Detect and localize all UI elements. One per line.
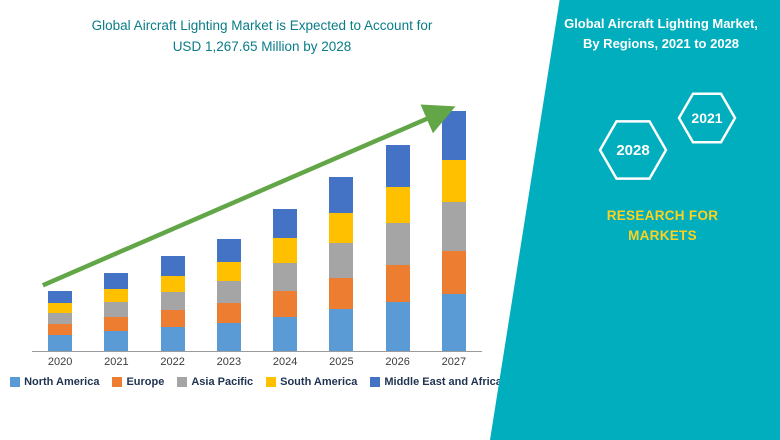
x-tick-2024: 2024 [272, 356, 298, 368]
bar-segment-north-america [104, 331, 129, 351]
legend-item-asia-pacific: Asia Pacific [177, 376, 253, 388]
brand-line2: MARKETS [628, 228, 697, 244]
legend-swatch-north-america [10, 377, 21, 387]
stacked-bar-chart [32, 100, 482, 352]
legend-label-north-america: North America [24, 376, 100, 388]
bar-segment-asia-pacific [385, 223, 410, 265]
legend-label-europe: Europe [126, 376, 165, 388]
chart-title: Global Aircraft Lighting Market is Expec… [28, 16, 496, 58]
bar-2026 [370, 100, 426, 351]
hexagon-2028-icon [598, 120, 668, 180]
x-tick-2020: 2020 [47, 356, 73, 368]
legend-item-europe: Europe [112, 376, 164, 388]
bar-segment-asia-pacific [441, 202, 466, 251]
bar-segment-north-america [216, 323, 241, 351]
bar-segment-north-america [385, 302, 410, 351]
bars-container [32, 100, 482, 351]
bar-segment-south-america [273, 238, 298, 263]
bar-segment-europe [104, 317, 129, 331]
bar-stack-2027 [441, 111, 466, 351]
chart-title-line1: Global Aircraft Lighting Market is Expec… [91, 18, 433, 33]
x-axis-labels: 2020 2021 2022 2023 2024 2025 2026 2027 [32, 356, 482, 368]
legend-item-south-america: South America [266, 376, 357, 388]
bar-stack-2023 [216, 239, 241, 351]
bar-segment-south-america [104, 289, 129, 302]
bar-segment-asia-pacific [273, 263, 298, 291]
bar-stack-2022 [160, 256, 185, 351]
bar-segment-europe [273, 291, 298, 317]
legend-label-asia-pacific: Asia Pacific [191, 376, 254, 388]
chart-legend: North America Europe Asia Pacific South Ame… [6, 376, 506, 388]
bar-2022 [145, 100, 201, 351]
bar-stack-2025 [329, 177, 354, 351]
bar-segment-middle-east-and-africa [216, 239, 241, 262]
bar-segment-europe [216, 303, 241, 323]
legend-swatch-middle-east-and-africa [370, 377, 381, 387]
panel-title-line2: By Regions, 2021 to 2028 [582, 36, 740, 52]
bar-segment-europe [160, 310, 185, 327]
bar-segment-south-america [385, 187, 410, 223]
bar-segment-middle-east-and-africa [104, 273, 129, 289]
legend-swatch-europe [112, 377, 123, 387]
hexagon-year-2028: 2028 [616, 142, 649, 159]
bar-segment-north-america [441, 294, 466, 351]
legend-label-south-america: South America [280, 376, 358, 388]
panel-title-line1: Global Aircraft Lighting Market, [564, 16, 758, 31]
chart-title-line2: USD 1,267.65 Million by 2028 [172, 38, 352, 54]
bar-segment-asia-pacific [216, 281, 241, 303]
bar-segment-asia-pacific [160, 292, 185, 310]
bar-2020 [32, 100, 88, 351]
legend-item-middle-east-and-africa: Middle East and Africa [370, 376, 502, 388]
panel-title: Global Aircraft Lighting Market, By Regi… [550, 14, 772, 54]
bar-stack-2021 [104, 273, 129, 351]
brand-name: RESEARCH FOR MARKETS [565, 206, 760, 247]
x-tick-2023: 2023 [216, 356, 242, 368]
bar-segment-europe [385, 265, 410, 302]
hexagon-2021-icon [677, 92, 737, 144]
right-panel: Global Aircraft Lighting Market, By Regi… [490, 0, 780, 440]
legend-swatch-south-america [266, 377, 277, 387]
bar-segment-south-america [441, 160, 466, 202]
bar-2024 [257, 100, 313, 351]
bar-segment-north-america [273, 317, 298, 351]
hexagon-logo: 2021 2028 [598, 92, 737, 180]
bar-2021 [88, 100, 144, 351]
bar-segment-middle-east-and-africa [441, 111, 466, 160]
bar-segment-middle-east-and-africa [48, 291, 73, 303]
bar-segment-north-america [48, 335, 73, 351]
bar-segment-south-america [329, 213, 354, 243]
legend-label-middle-east-and-africa: Middle East and Africa [384, 376, 502, 388]
bar-segment-south-america [216, 262, 241, 281]
bar-segment-south-america [160, 276, 185, 292]
bar-2025 [313, 100, 369, 351]
bar-2023 [201, 100, 257, 351]
bar-segment-north-america [329, 309, 354, 351]
bar-stack-2026 [385, 145, 410, 351]
bar-2027 [426, 100, 482, 351]
bar-segment-middle-east-and-africa [385, 145, 410, 187]
legend-swatch-asia-pacific [177, 377, 188, 387]
x-tick-2025: 2025 [329, 356, 354, 368]
x-tick-2021: 2021 [104, 356, 129, 368]
bar-segment-south-america [48, 303, 73, 313]
bar-segment-north-america [160, 327, 185, 351]
bar-segment-middle-east-and-africa [329, 177, 354, 213]
bar-segment-europe [329, 278, 354, 309]
brand-line1: RESEARCH FOR [606, 208, 719, 223]
x-tick-2026: 2026 [385, 356, 410, 368]
bar-segment-europe [48, 324, 73, 335]
bar-segment-asia-pacific [48, 313, 73, 324]
hexagon-year-2021: 2021 [691, 110, 722, 126]
bar-segment-middle-east-and-africa [273, 209, 298, 238]
bar-segment-europe [441, 251, 466, 294]
bar-segment-asia-pacific [104, 302, 129, 317]
legend-item-north-america: North America [10, 376, 99, 388]
bar-stack-2020 [48, 291, 73, 351]
x-tick-2027: 2027 [441, 356, 467, 368]
bar-stack-2024 [273, 209, 298, 351]
bar-segment-asia-pacific [329, 243, 354, 278]
bar-segment-middle-east-and-africa [160, 256, 185, 276]
x-tick-2022: 2022 [160, 356, 185, 368]
